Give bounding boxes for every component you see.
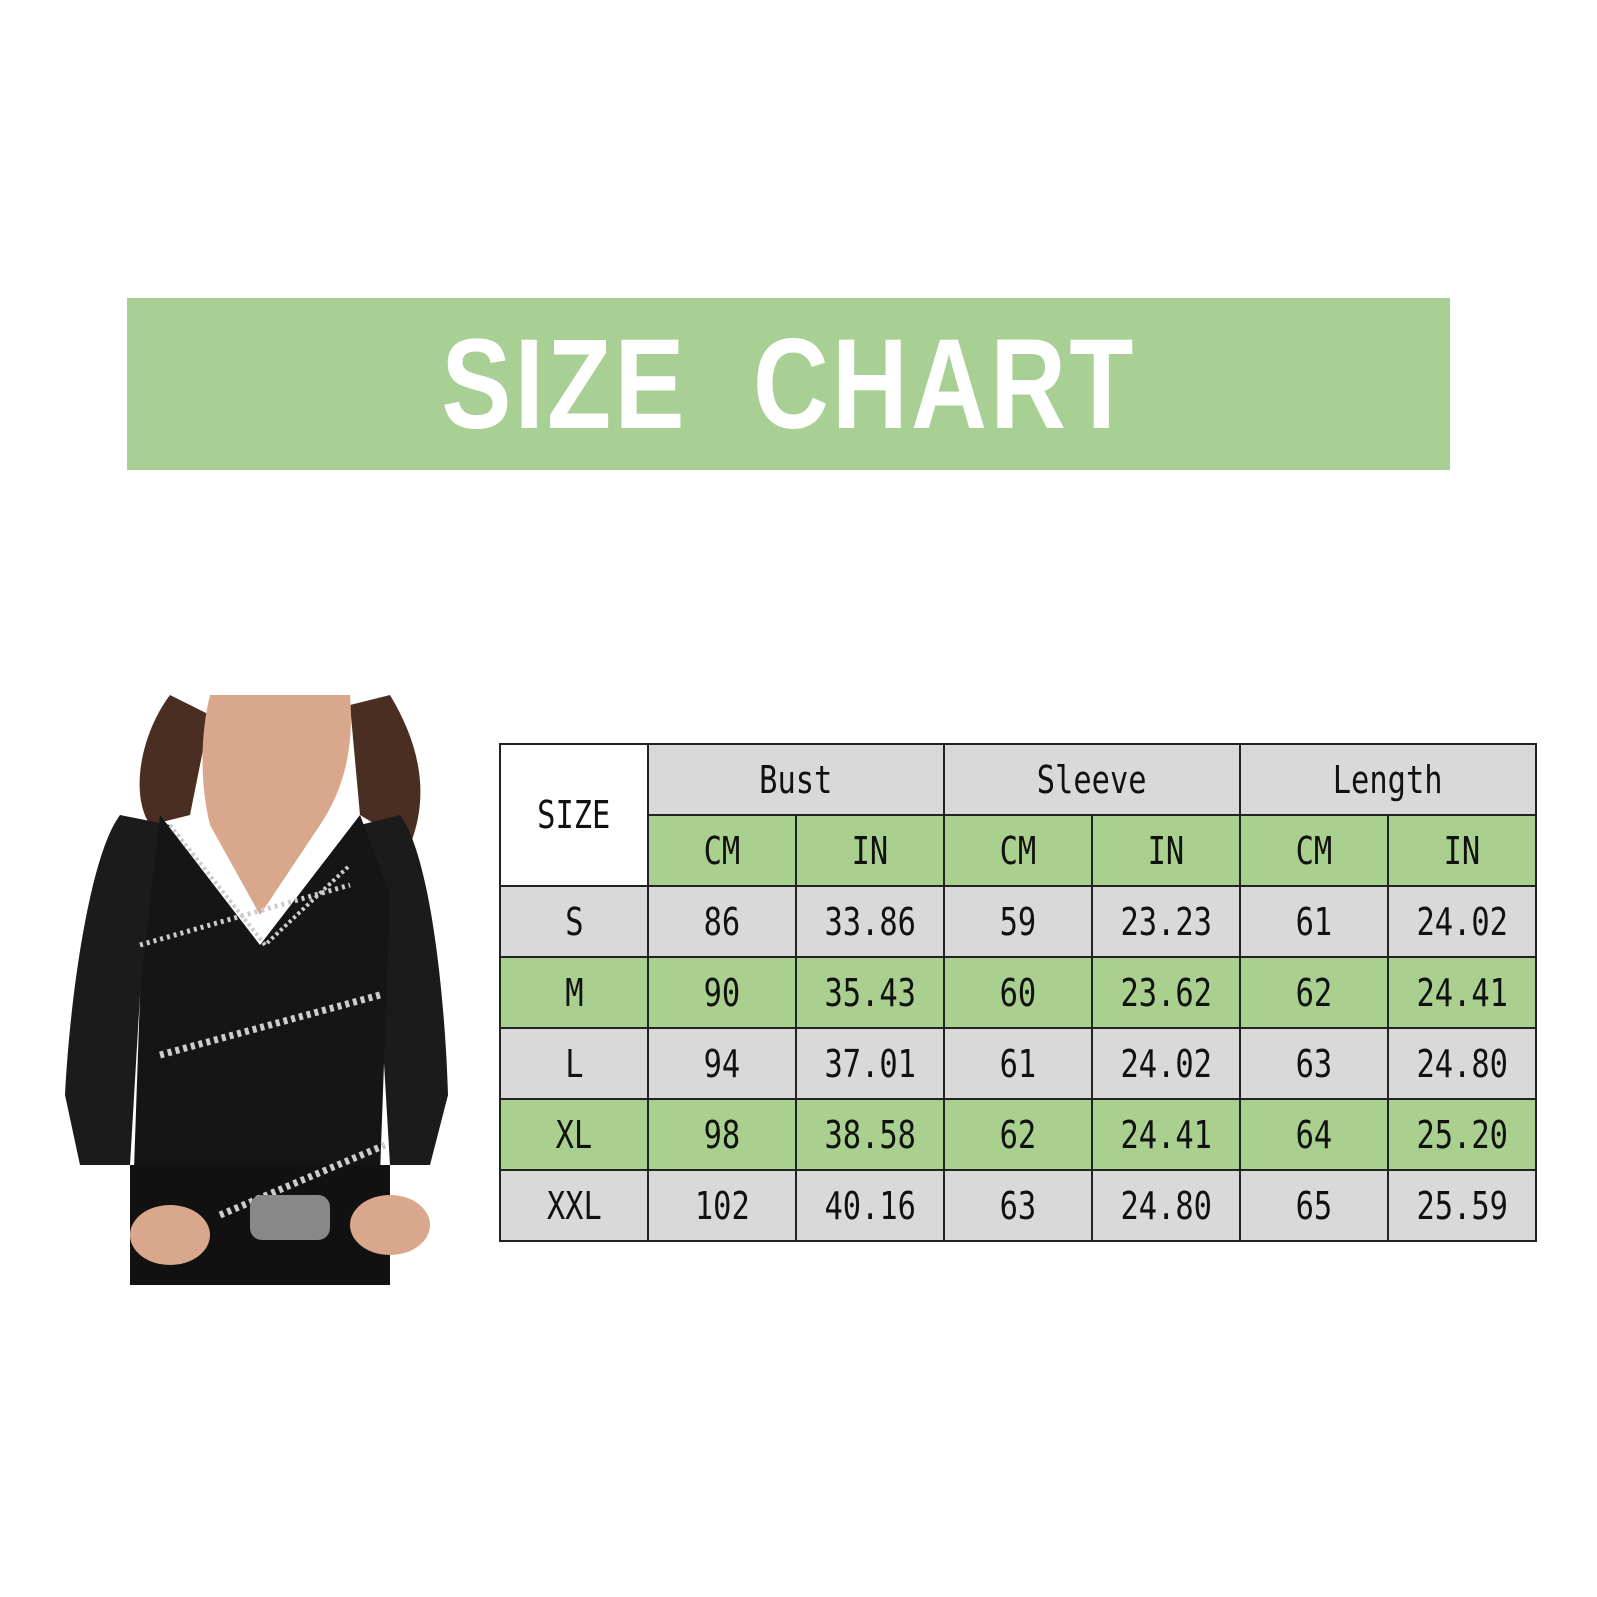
value-cell: 23.23 [1091, 885, 1241, 958]
value-cell: 24.80 [1387, 1027, 1537, 1100]
group-sleeve: Sleeve [943, 743, 1241, 816]
value-cell: 38.58 [795, 1098, 945, 1171]
value-cell: 62 [1239, 956, 1389, 1029]
value-cell: 24.02 [1387, 885, 1537, 958]
value-cell: 98 [647, 1098, 797, 1171]
group-bust: Bust [647, 743, 945, 816]
table-row: L 94 37.01 61 24.02 63 24.80 [499, 1027, 1537, 1100]
table-row: XXL 102 40.16 63 24.80 65 25.59 [499, 1169, 1537, 1242]
unit-header: CM [647, 814, 797, 887]
group-length: Length [1239, 743, 1537, 816]
value-cell: 64 [1239, 1098, 1389, 1171]
size-cell: S [499, 885, 649, 958]
table-row: XL 98 38.58 62 24.41 64 25.20 [499, 1098, 1537, 1171]
value-cell: 40.16 [795, 1169, 945, 1242]
size-table: SIZE Bust Sleeve Length CM IN CM IN CM I… [499, 743, 1537, 1242]
value-cell: 23.62 [1091, 956, 1241, 1029]
unit-header: IN [1091, 814, 1241, 887]
size-cell: M [499, 956, 649, 1029]
value-cell: 24.80 [1091, 1169, 1241, 1242]
value-cell: 24.41 [1091, 1098, 1241, 1171]
size-chart-banner: SIZE CHART [127, 298, 1450, 470]
value-cell: 63 [1239, 1027, 1389, 1100]
value-cell: 86 [647, 885, 797, 958]
value-cell: 102 [647, 1169, 797, 1242]
value-cell: 63 [943, 1169, 1093, 1242]
value-cell: 90 [647, 956, 797, 1029]
value-cell: 35.43 [795, 956, 945, 1029]
unit-header: CM [943, 814, 1093, 887]
banner-title: SIZE CHART [440, 312, 1137, 456]
product-photo [60, 695, 452, 1285]
value-cell: 24.02 [1091, 1027, 1241, 1100]
value-cell: 59 [943, 885, 1093, 958]
unit-header: IN [795, 814, 945, 887]
value-cell: 60 [943, 956, 1093, 1029]
value-cell: 94 [647, 1027, 797, 1100]
size-cell: L [499, 1027, 649, 1100]
table-row: S 86 33.86 59 23.23 61 24.02 [499, 885, 1537, 958]
value-cell: 62 [943, 1098, 1093, 1171]
value-cell: 37.01 [795, 1027, 945, 1100]
unit-header: CM [1239, 814, 1389, 887]
size-cell: XXL [499, 1169, 649, 1242]
value-cell: 33.86 [795, 885, 945, 958]
size-header: SIZE [499, 743, 649, 887]
table-row: M 90 35.43 60 23.62 62 24.41 [499, 956, 1537, 1029]
value-cell: 61 [943, 1027, 1093, 1100]
size-cell: XL [499, 1098, 649, 1171]
value-cell: 24.41 [1387, 956, 1537, 1029]
unit-header: IN [1387, 814, 1537, 887]
value-cell: 65 [1239, 1169, 1389, 1242]
value-cell: 61 [1239, 885, 1389, 958]
value-cell: 25.20 [1387, 1098, 1537, 1171]
value-cell: 25.59 [1387, 1169, 1537, 1242]
